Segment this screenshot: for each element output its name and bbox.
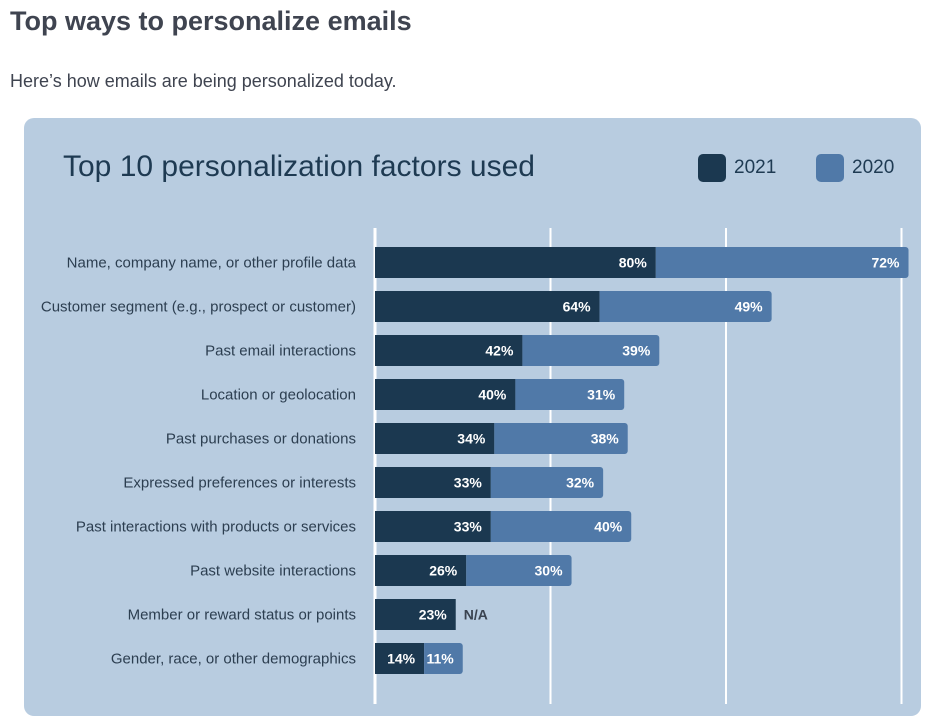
bar-2020 [515, 379, 625, 410]
bar-2020 [466, 555, 572, 586]
bar-2021 [375, 291, 600, 322]
bar-2020 [494, 423, 628, 454]
category-label: Gender, race, or other demographics [111, 651, 356, 668]
legend-swatch-2020 [816, 154, 844, 182]
page-title: Top ways to personalize emails [10, 6, 412, 36]
category-label: Past purchases or donations [166, 431, 356, 448]
value-label-2020: 32% [566, 475, 595, 491]
legend-item-2020: 2020 [816, 154, 894, 182]
chart-card [24, 118, 921, 716]
value-label-2020: 40% [594, 519, 623, 535]
bar-2020 [490, 467, 604, 498]
value-label-2020: 49% [735, 299, 764, 315]
bar-2021 [375, 511, 491, 542]
category-label: Member or reward status or points [128, 607, 356, 624]
bar-2020 [424, 643, 463, 674]
legend-item-2021: 2021 [698, 154, 776, 182]
value-label-2021: 23% [419, 607, 448, 623]
value-label-2020: 39% [622, 343, 651, 359]
value-label-2021: 33% [454, 519, 483, 535]
category-label: Customer segment (e.g., prospect or cust… [41, 299, 356, 316]
category-label: Past email interactions [205, 343, 356, 360]
value-label-2020: 11% [427, 651, 455, 667]
bar-2021 [375, 247, 656, 278]
value-label-2021: 40% [478, 387, 507, 403]
value-label-2020: 38% [591, 431, 620, 447]
bar-2020 [599, 291, 772, 322]
bar-2020 [655, 247, 909, 278]
legend-swatch-2021 [698, 154, 726, 182]
legend-label-2020: 2020 [852, 157, 895, 178]
category-label: Name, company name, or other profile dat… [67, 255, 357, 272]
legend-label-2021: 2021 [734, 157, 777, 178]
bar-2021 [375, 555, 467, 586]
value-label-2021: 42% [485, 343, 514, 359]
bar-2021 [375, 423, 495, 454]
bar-2021 [375, 643, 425, 674]
value-label-2020: N/A [464, 607, 488, 623]
chart-title: Top 10 personalization factors used [63, 150, 535, 183]
value-label-2021: 34% [457, 431, 486, 447]
category-label: Past website interactions [190, 563, 356, 580]
value-label-2021: 80% [619, 255, 648, 271]
bar-2021 [375, 335, 523, 366]
category-label: Location or geolocation [201, 387, 356, 404]
bar-2021 [375, 379, 516, 410]
bar-2021 [375, 467, 491, 498]
value-label-2020: 72% [871, 255, 900, 271]
value-label-2021: 64% [563, 299, 592, 315]
value-label-2021: 26% [429, 563, 458, 579]
category-label: Past interactions with products or servi… [76, 519, 356, 536]
value-label-2020: 31% [587, 387, 616, 403]
bar-2020 [490, 511, 632, 542]
value-label-2020: 30% [535, 563, 564, 579]
value-label-2021: 14% [387, 651, 416, 667]
value-label-2021: 33% [454, 475, 483, 491]
bar-2021 [375, 599, 456, 630]
category-label: Expressed preferences or interests [123, 475, 356, 492]
bar-2020 [522, 335, 660, 366]
page-subtitle: Here’s how emails are being personalized… [10, 71, 397, 91]
